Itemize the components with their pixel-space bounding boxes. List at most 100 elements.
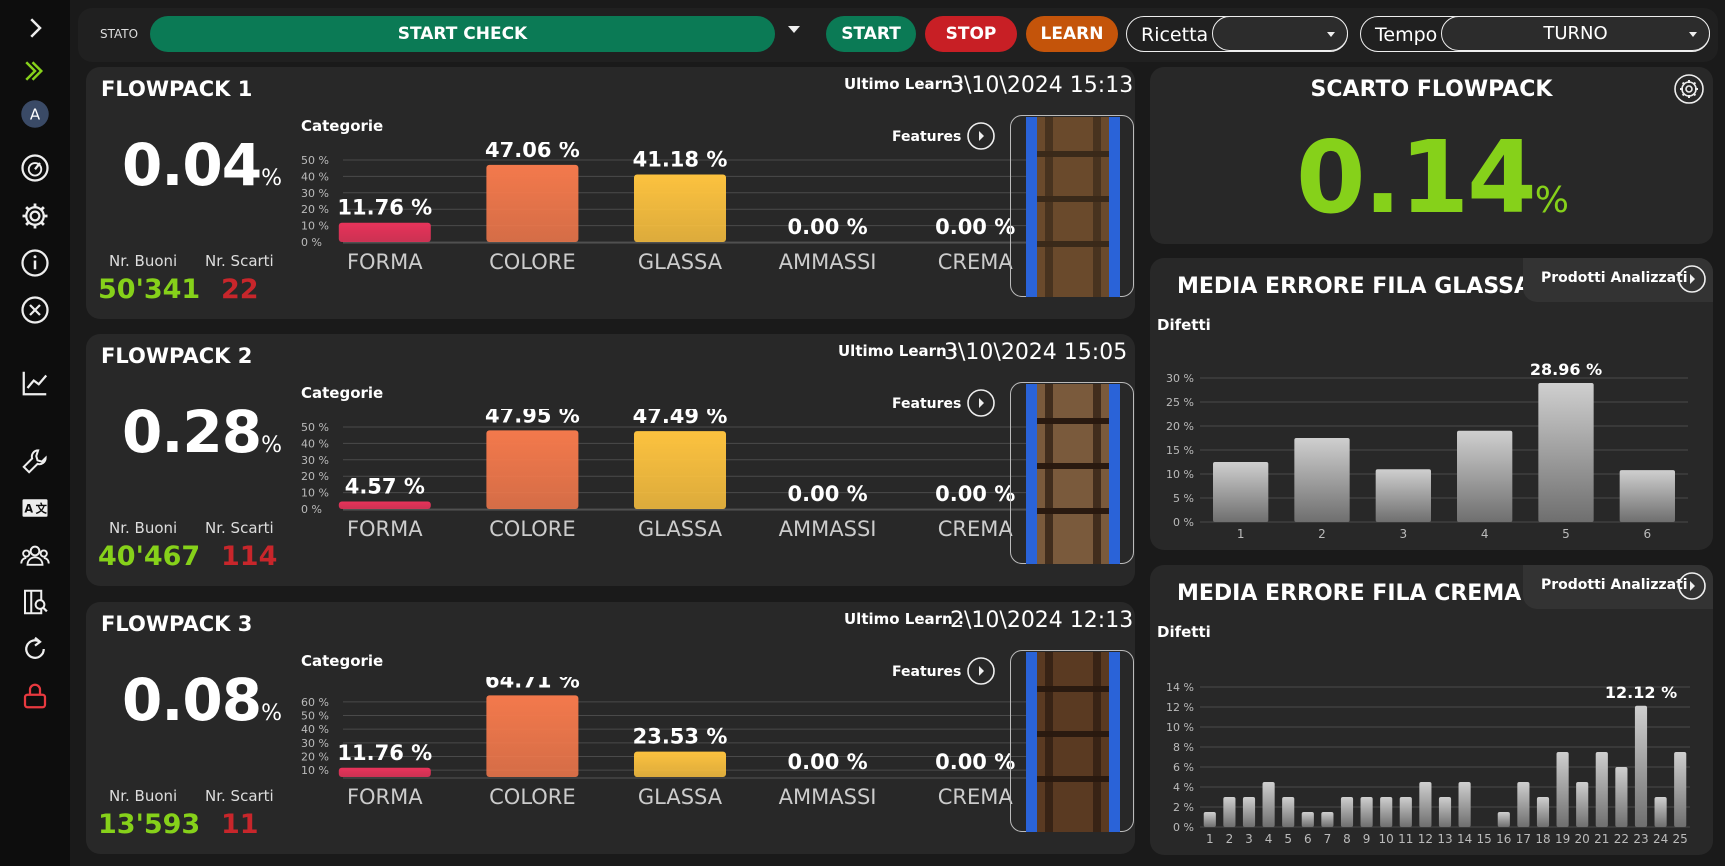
fila-bar[interactable] bbox=[1517, 782, 1530, 827]
nr-buoni-label: Nr. Buoni bbox=[109, 787, 178, 805]
prodotti-analizzati-tab[interactable]: Prodotti Analizzati bbox=[1523, 565, 1713, 609]
fila-bar[interactable] bbox=[1262, 782, 1275, 827]
settings-gear-icon[interactable] bbox=[1673, 73, 1705, 105]
category-bar[interactable] bbox=[486, 695, 579, 777]
x-tick-label: 5 bbox=[1284, 832, 1292, 846]
y-tick-label: 10 % bbox=[301, 764, 329, 777]
product-thumbnail[interactable] bbox=[1010, 115, 1134, 297]
close-circle-icon[interactable] bbox=[17, 292, 53, 328]
tempo-select[interactable]: TURNO bbox=[1441, 16, 1710, 51]
fila-bar[interactable] bbox=[1654, 797, 1667, 827]
features-play-icon[interactable] bbox=[966, 388, 996, 418]
fila-bar[interactable] bbox=[1242, 797, 1256, 827]
line-chart-icon[interactable] bbox=[17, 365, 53, 401]
categorie-bar-chart: 10 %20 %30 %40 %50 %60 % 11.76 % FORMA 64.7… bbox=[301, 677, 1081, 809]
prodotti-analizzati-tab[interactable]: Prodotti Analizzati bbox=[1523, 258, 1713, 302]
x-tick-label: 3 bbox=[1245, 832, 1253, 846]
fila-bar[interactable] bbox=[1615, 767, 1628, 827]
fila-bar[interactable] bbox=[1419, 782, 1432, 827]
flowpack-percent-unit: % bbox=[261, 166, 282, 191]
product-image bbox=[1026, 384, 1120, 564]
crema-title: MEDIA ERRORE FILA CREMA bbox=[1177, 581, 1522, 606]
fila-bar[interactable] bbox=[1438, 797, 1452, 827]
category-bar[interactable] bbox=[338, 767, 431, 777]
product-thumbnail[interactable] bbox=[1010, 382, 1134, 564]
info-icon[interactable] bbox=[17, 245, 53, 281]
fila-bar[interactable] bbox=[1223, 797, 1236, 827]
users-icon[interactable] bbox=[17, 538, 53, 574]
fila-bar[interactable] bbox=[1301, 812, 1314, 827]
fila-bar[interactable] bbox=[1321, 812, 1334, 827]
lock-icon[interactable] bbox=[17, 678, 53, 714]
fila-bar[interactable] bbox=[1619, 470, 1675, 522]
fila-bar[interactable] bbox=[1634, 705, 1648, 827]
fila-bar[interactable] bbox=[1213, 462, 1269, 522]
category-label: FORMA bbox=[347, 785, 423, 809]
category-bar[interactable] bbox=[634, 751, 726, 777]
gauge-icon[interactable] bbox=[17, 150, 53, 186]
fila-bar[interactable] bbox=[1375, 469, 1431, 522]
bar-value-label: 0.00 % bbox=[788, 750, 868, 774]
fila-bar[interactable] bbox=[1380, 797, 1393, 827]
category-bar[interactable] bbox=[634, 174, 726, 242]
y-tick-label: 30 % bbox=[301, 187, 329, 200]
category-bar[interactable] bbox=[634, 431, 726, 509]
scarto-flowpack-panel: SCARTO FLOWPACK 0.14% bbox=[1150, 67, 1713, 244]
chevron-down-icon[interactable] bbox=[788, 26, 800, 33]
fila-bar[interactable] bbox=[1340, 797, 1354, 827]
category-bar[interactable] bbox=[338, 501, 431, 509]
features-play-icon[interactable] bbox=[966, 121, 996, 151]
category-bar[interactable] bbox=[486, 430, 579, 509]
fila-bar[interactable] bbox=[1674, 752, 1687, 827]
refresh-icon[interactable] bbox=[17, 631, 53, 667]
fila-bar[interactable] bbox=[1360, 797, 1373, 827]
start-button[interactable]: START bbox=[826, 16, 916, 52]
avatar[interactable]: A bbox=[17, 96, 53, 132]
fila-bar[interactable] bbox=[1538, 382, 1594, 522]
category-bar[interactable] bbox=[338, 222, 431, 242]
y-tick-label: 10 % bbox=[1166, 468, 1194, 481]
fila-bar[interactable] bbox=[1497, 812, 1510, 827]
y-tick-label: 30 % bbox=[1166, 372, 1194, 385]
prodotti-analizzati-label: Prodotti Analizzati bbox=[1541, 270, 1688, 286]
fila-bar[interactable] bbox=[1595, 752, 1608, 827]
y-tick-label: 25 % bbox=[1166, 396, 1194, 409]
fila-bar[interactable] bbox=[1576, 782, 1589, 827]
fila-bar[interactable] bbox=[1399, 797, 1412, 827]
features-play-icon[interactable] bbox=[966, 656, 996, 686]
play-icon[interactable] bbox=[1677, 571, 1707, 601]
chevron-right-icon[interactable] bbox=[17, 53, 53, 89]
fila-bar[interactable] bbox=[1457, 430, 1513, 522]
fila-bar[interactable] bbox=[1536, 797, 1550, 827]
ultimo-learn-date: 3\10\2024 15:13 bbox=[950, 73, 1134, 98]
chevron-down-icon bbox=[1689, 32, 1697, 37]
start-check-button[interactable]: START CHECK bbox=[150, 16, 775, 52]
fila-bar[interactable] bbox=[1556, 752, 1569, 827]
nr-buoni-value: 13'593 bbox=[98, 809, 201, 840]
stop-button[interactable]: STOP bbox=[925, 16, 1017, 52]
play-icon[interactable] bbox=[1677, 264, 1707, 294]
flowpack-title: FLOWPACK 1 bbox=[101, 77, 253, 101]
y-tick-label: 6 % bbox=[1173, 761, 1194, 774]
wrench-icon[interactable] bbox=[17, 443, 53, 479]
fila-bar[interactable] bbox=[1282, 797, 1295, 827]
product-thumbnail[interactable] bbox=[1010, 650, 1134, 832]
category-bar[interactable] bbox=[486, 164, 579, 242]
x-tick-label: 1 bbox=[1237, 527, 1245, 541]
gear-icon[interactable] bbox=[17, 198, 53, 234]
peak-value-label: 12.12 % bbox=[1605, 683, 1677, 702]
learn-button[interactable]: LEARN bbox=[1026, 16, 1118, 52]
collapse-chevron-icon[interactable] bbox=[17, 10, 53, 46]
category-label: COLORE bbox=[489, 517, 576, 541]
topbar: STATO START CHECK START STOP LEARN Ricet… bbox=[78, 8, 1718, 62]
fila-bar[interactable] bbox=[1294, 438, 1350, 522]
fila-bar[interactable] bbox=[1203, 812, 1216, 827]
flowpack-percent-unit: % bbox=[261, 701, 282, 726]
category-label: AMMASSI bbox=[779, 250, 877, 274]
fila-bar[interactable] bbox=[1458, 782, 1471, 827]
bar-value-label: 64.71 % bbox=[485, 677, 580, 692]
ricetta-select[interactable] bbox=[1212, 16, 1348, 51]
book-search-icon[interactable] bbox=[17, 584, 53, 620]
